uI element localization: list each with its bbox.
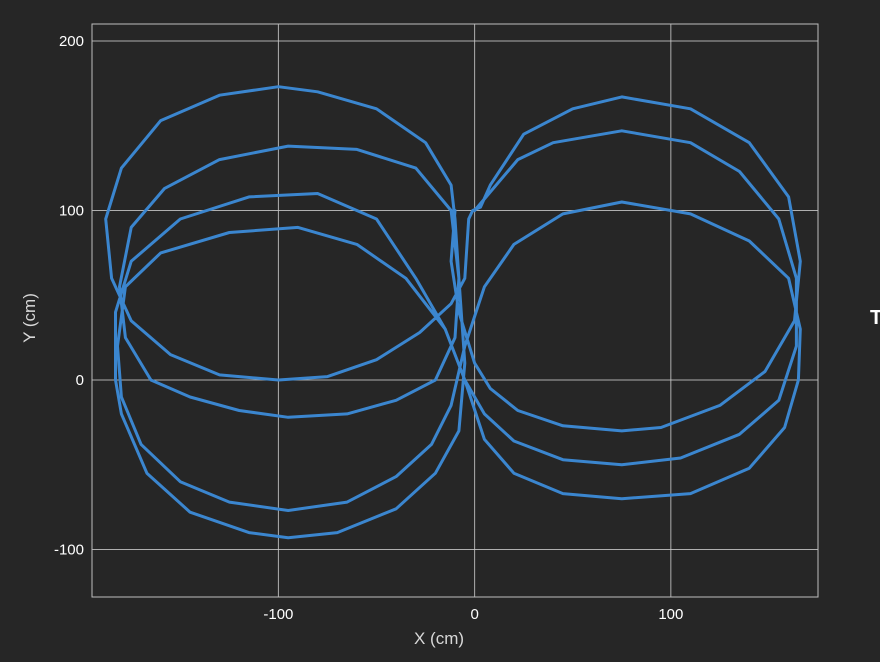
- side-label: T: [870, 307, 880, 329]
- x-axis-title: X (cm): [414, 629, 464, 648]
- y-tick-labels: -100 0 100 200: [54, 33, 84, 559]
- y-axis-title: Y (cm): [20, 293, 39, 343]
- y-tick-label: 100: [59, 202, 84, 219]
- x-tick-label: 100: [658, 606, 683, 623]
- plot-frame: [91, 23, 819, 598]
- x-tick-label: -100: [263, 606, 293, 623]
- x-tick-labels: -100 0 100: [263, 606, 683, 623]
- y-tick-label: 0: [76, 372, 84, 389]
- x-tick-label: 0: [470, 606, 478, 623]
- y-tick-label: 200: [59, 33, 84, 50]
- y-tick-label: -100: [54, 542, 84, 559]
- trajectory-line: [104, 85, 802, 540]
- grid: [92, 24, 818, 597]
